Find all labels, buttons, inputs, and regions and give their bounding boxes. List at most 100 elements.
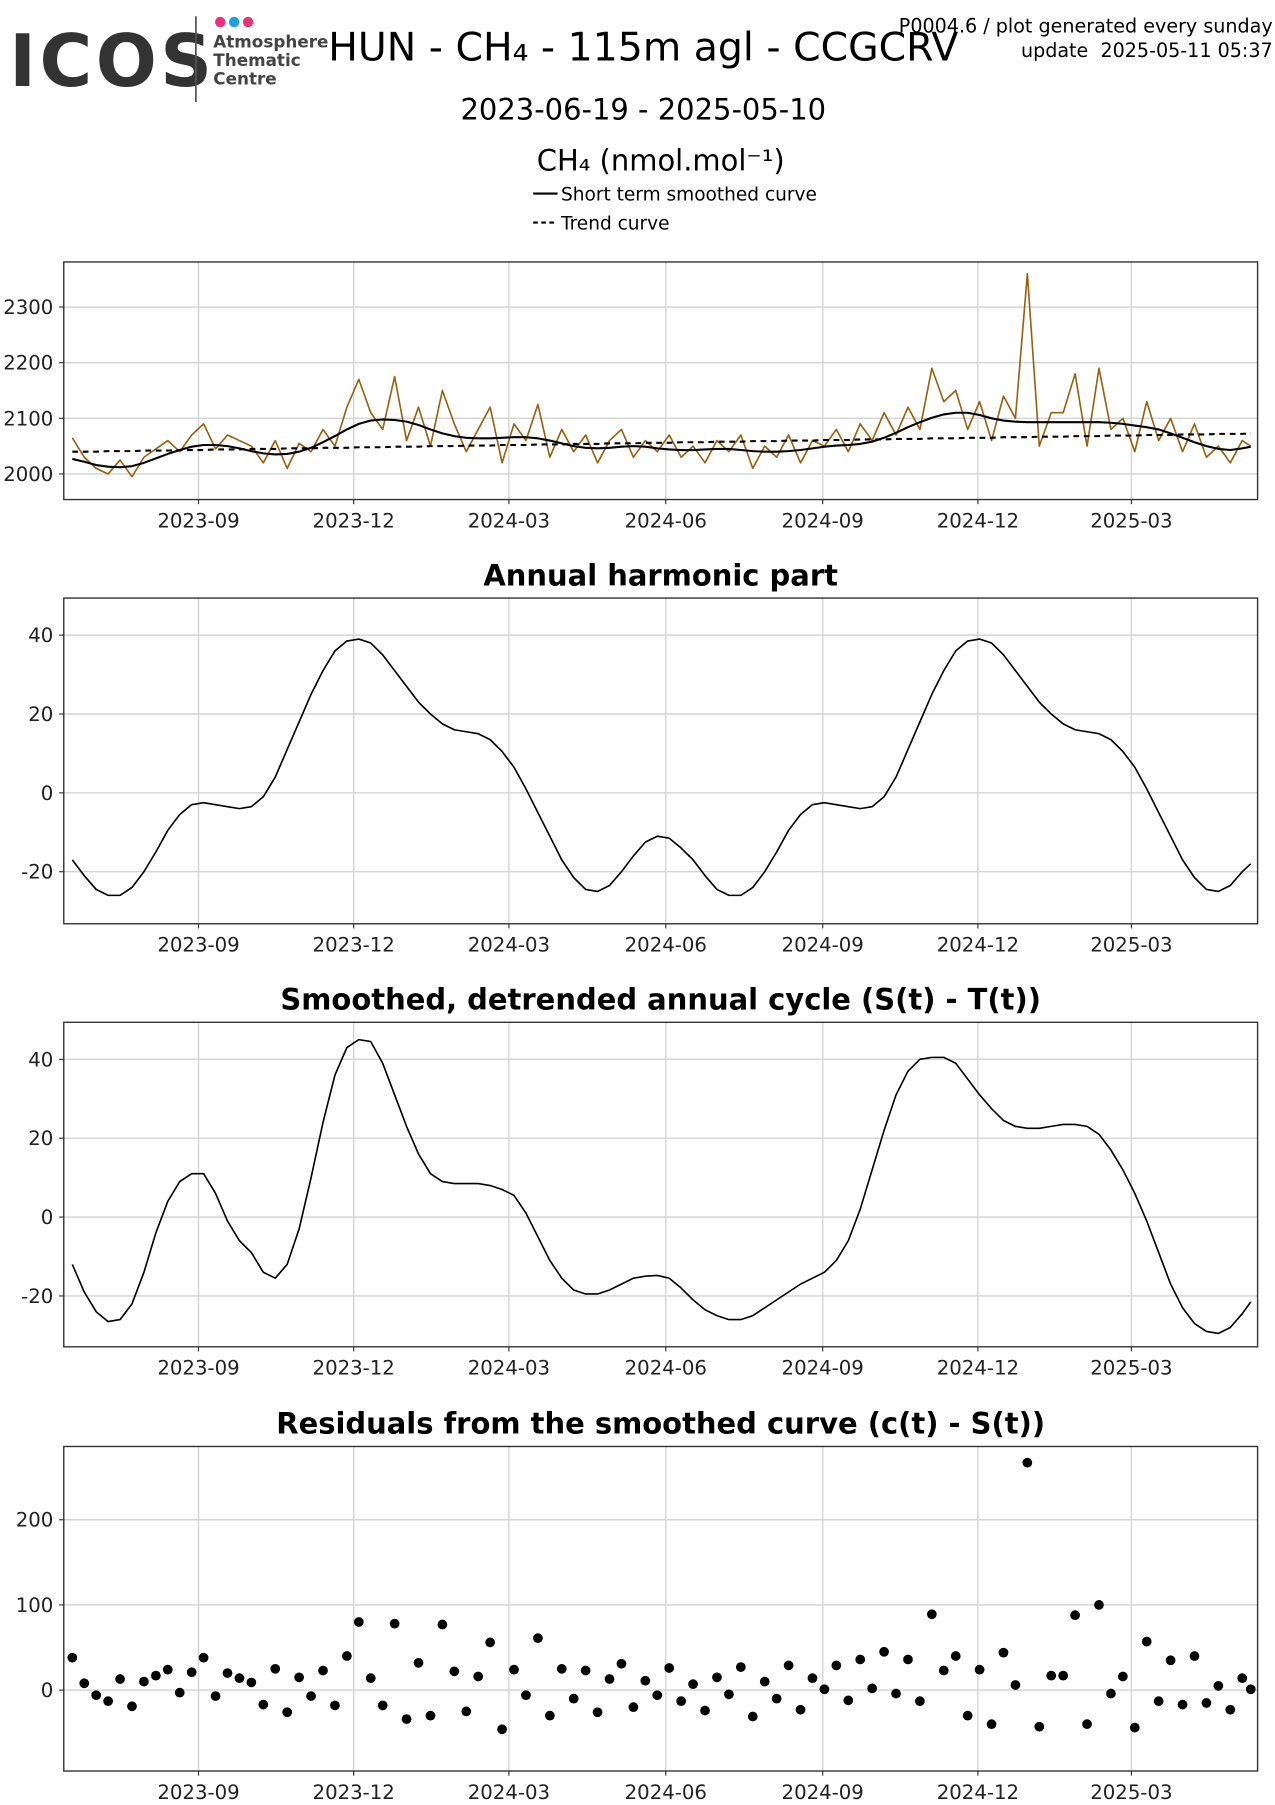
x-tick-label: 2023-09 (157, 1781, 239, 1800)
x-tick-label: 2024-03 (468, 1781, 550, 1800)
point (1225, 1704, 1236, 1715)
subtitle: 2023-06-19 - 2025-05-10 (461, 92, 827, 126)
point (413, 1657, 424, 1668)
point (783, 1660, 794, 1671)
point (103, 1696, 113, 1707)
point (843, 1695, 854, 1706)
y-tick-label: 2000 (3, 463, 53, 486)
plot-area (63, 1446, 1258, 1772)
y-tick-label: 20 (28, 703, 53, 726)
point (938, 1665, 949, 1676)
y-tick-label: 2300 (3, 296, 53, 319)
point (139, 1676, 149, 1687)
point (1201, 1698, 1212, 1708)
point (592, 1707, 603, 1718)
x-tick-label: 2025-03 (1090, 509, 1172, 532)
point (174, 1687, 185, 1698)
point (365, 1673, 376, 1684)
plot-border (63, 597, 1259, 925)
point (1058, 1670, 1069, 1681)
legend-label: Trend curve (560, 213, 670, 234)
point (389, 1618, 400, 1629)
point (652, 1690, 663, 1701)
x-tick-label: 2025-03 (1090, 1781, 1172, 1800)
logo-sub: Centre (213, 69, 276, 89)
y-tick-label: 0 (41, 1206, 54, 1229)
logo-sub: Thematic (213, 50, 300, 70)
logo-sub: Atmosphere (213, 32, 328, 52)
plot-area (63, 261, 1258, 500)
point (282, 1707, 293, 1718)
point (831, 1660, 842, 1671)
x-tick-label: 2024-12 (937, 934, 1019, 957)
point (509, 1664, 519, 1675)
x-tick-label: 2023-09 (157, 509, 239, 532)
point (306, 1691, 316, 1701)
plot-area (63, 1022, 1258, 1347)
y-tick-label: 40 (28, 624, 53, 647)
y-tick-label: 20 (28, 1127, 53, 1150)
x-tick-label: 2024-09 (782, 509, 864, 532)
legend-label: Short term smoothed curve (561, 185, 817, 206)
point (580, 1665, 591, 1676)
y-tick-label: -20 (21, 1285, 53, 1308)
x-tick-label: 2024-06 (625, 934, 707, 957)
point (879, 1646, 889, 1657)
x-tick-label: 2024-06 (625, 509, 707, 532)
point (795, 1704, 806, 1715)
point (521, 1690, 531, 1701)
point (162, 1664, 173, 1675)
x-tick-label: 2023-12 (313, 934, 395, 957)
point (903, 1654, 913, 1665)
point (1010, 1680, 1021, 1690)
point (891, 1688, 901, 1699)
point (628, 1702, 639, 1713)
point (91, 1690, 102, 1701)
chart-title: Annual harmonic part (483, 558, 838, 592)
point (186, 1667, 197, 1678)
point (1106, 1688, 1116, 1699)
point (556, 1663, 567, 1674)
point (640, 1675, 651, 1686)
x-tick-label: 2024-03 (468, 509, 550, 532)
line (72, 432, 1251, 453)
note: update 2025-05-11 05:37 (1021, 39, 1273, 62)
point (1129, 1722, 1140, 1733)
point (915, 1696, 925, 1707)
x-tick-label: 2024-06 (625, 1357, 707, 1380)
point (1094, 1600, 1104, 1610)
point (1165, 1655, 1176, 1666)
x-tick-label: 2025-03 (1090, 1357, 1172, 1380)
point (401, 1714, 412, 1724)
point (425, 1710, 436, 1721)
point (1022, 1457, 1033, 1468)
line (71, 1038, 1252, 1335)
point (1082, 1719, 1092, 1730)
point (771, 1693, 782, 1704)
x-tick-label: 2024-06 (625, 1781, 707, 1800)
point (1213, 1680, 1224, 1691)
point (819, 1684, 830, 1695)
x-tick-label: 2024-12 (937, 1781, 1019, 1800)
plot-border (63, 1021, 1259, 1348)
y-tick-label: 200 (16, 1509, 54, 1532)
line (71, 638, 1252, 897)
point (258, 1699, 269, 1710)
logo: ICOS (9, 19, 215, 103)
point (855, 1654, 866, 1665)
point (700, 1705, 710, 1716)
point (974, 1664, 985, 1675)
point (497, 1724, 507, 1735)
point (1153, 1696, 1164, 1707)
point (330, 1700, 340, 1711)
x-tick-label: 2024-03 (468, 934, 550, 957)
point (79, 1678, 90, 1689)
plot-border (63, 1445, 1259, 1772)
point (150, 1670, 161, 1681)
y-tick-label: 100 (16, 1594, 54, 1617)
point (807, 1673, 818, 1684)
point (735, 1662, 746, 1672)
plot-area (63, 598, 1258, 924)
